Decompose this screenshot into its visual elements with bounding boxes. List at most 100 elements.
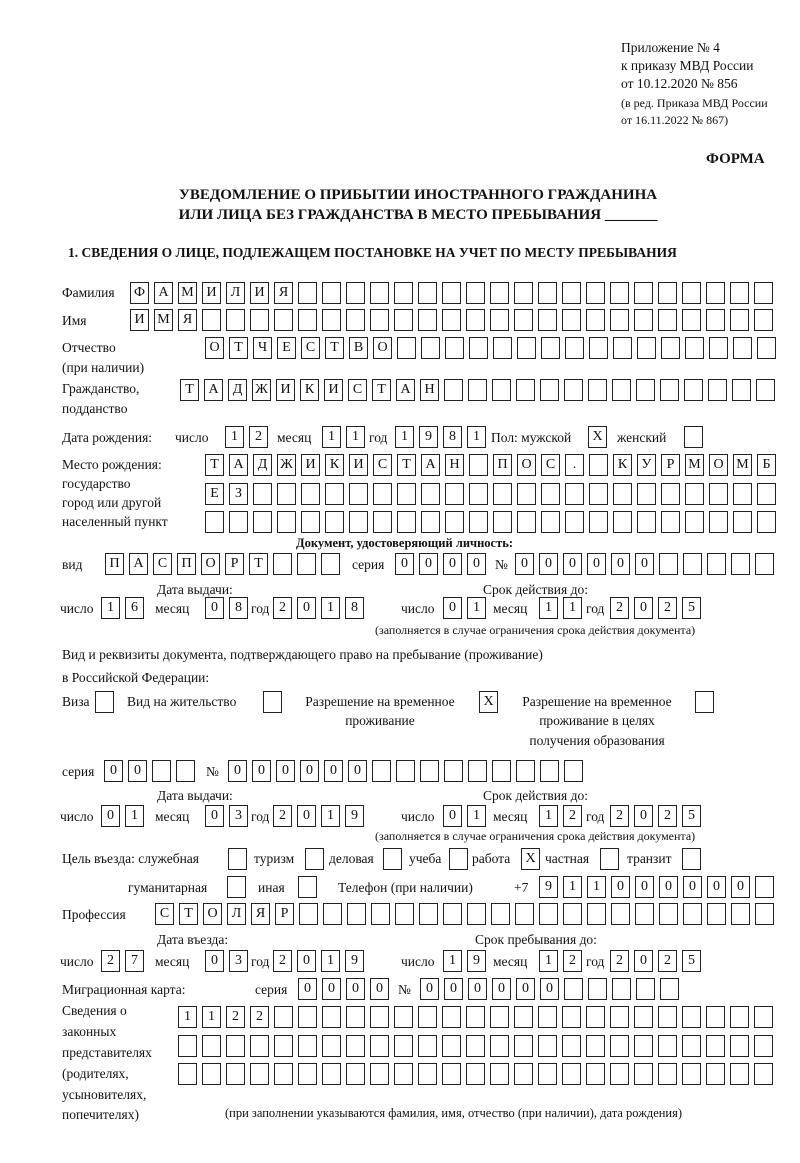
- char-cell[interactable]: [757, 511, 776, 533]
- char-cell[interactable]: X: [479, 691, 498, 713]
- char-cell[interactable]: 7: [125, 950, 144, 972]
- char-cell[interactable]: [733, 511, 752, 533]
- char-cell[interactable]: [445, 511, 464, 533]
- char-cell[interactable]: 0: [634, 950, 653, 972]
- char-cell[interactable]: 9: [419, 426, 438, 448]
- char-cell[interactable]: 0: [348, 760, 367, 782]
- char-cell[interactable]: 0: [370, 978, 389, 1000]
- char-cell[interactable]: [394, 309, 413, 331]
- char-cell[interactable]: 0: [587, 553, 606, 575]
- char-cell[interactable]: [659, 553, 678, 575]
- char-cell[interactable]: [226, 1035, 245, 1057]
- char-cell[interactable]: А: [229, 454, 248, 476]
- char-cell[interactable]: [754, 1063, 773, 1085]
- char-cell[interactable]: Т: [372, 379, 391, 401]
- char-cell[interactable]: 0: [659, 876, 678, 898]
- char-cell[interactable]: [250, 1063, 269, 1085]
- char-cell[interactable]: 0: [297, 597, 316, 619]
- char-cell[interactable]: [176, 760, 195, 782]
- char-cell[interactable]: [202, 1035, 221, 1057]
- char-cell[interactable]: 2: [610, 805, 629, 827]
- char-cell[interactable]: С: [373, 454, 392, 476]
- char-cell[interactable]: [420, 760, 439, 782]
- char-cell[interactable]: [226, 1063, 245, 1085]
- char-cell[interactable]: [586, 1035, 605, 1057]
- char-cell[interactable]: 0: [707, 876, 726, 898]
- char-cell[interactable]: 1: [202, 1006, 221, 1028]
- char-cell[interactable]: [322, 1006, 341, 1028]
- char-cell[interactable]: [589, 454, 608, 476]
- char-cell[interactable]: И: [276, 379, 295, 401]
- char-cell[interactable]: [514, 1035, 533, 1057]
- char-cell[interactable]: 9: [467, 950, 486, 972]
- char-cell[interactable]: [325, 483, 344, 505]
- char-cell[interactable]: [514, 1006, 533, 1028]
- char-cell[interactable]: [709, 337, 728, 359]
- char-cell[interactable]: Л: [227, 903, 246, 925]
- char-cell[interactable]: О: [517, 454, 536, 476]
- char-cell[interactable]: П: [177, 553, 196, 575]
- char-cell[interactable]: [538, 1063, 557, 1085]
- char-cell[interactable]: [589, 511, 608, 533]
- char-cell[interactable]: 8: [229, 597, 248, 619]
- char-cell[interactable]: [562, 1035, 581, 1057]
- char-cell[interactable]: 5: [682, 950, 701, 972]
- char-cell[interactable]: [589, 483, 608, 505]
- char-cell[interactable]: [707, 903, 726, 925]
- char-cell[interactable]: [394, 1063, 413, 1085]
- char-cell[interactable]: [253, 483, 272, 505]
- char-cell[interactable]: [301, 511, 320, 533]
- char-cell[interactable]: 0: [300, 760, 319, 782]
- char-cell[interactable]: 8: [443, 426, 462, 448]
- char-cell[interactable]: [756, 379, 775, 401]
- char-cell[interactable]: [95, 691, 114, 713]
- char-cell[interactable]: 2: [250, 1006, 269, 1028]
- char-cell[interactable]: [514, 1063, 533, 1085]
- char-cell[interactable]: 0: [443, 805, 462, 827]
- char-cell[interactable]: 2: [273, 805, 292, 827]
- char-cell[interactable]: [418, 1006, 437, 1028]
- char-cell[interactable]: У: [637, 454, 656, 476]
- char-cell[interactable]: 0: [205, 805, 224, 827]
- char-cell[interactable]: 0: [128, 760, 147, 782]
- char-cell[interactable]: [586, 1063, 605, 1085]
- char-cell[interactable]: [346, 1006, 365, 1028]
- char-cell[interactable]: [538, 1006, 557, 1028]
- char-cell[interactable]: [516, 760, 535, 782]
- char-cell[interactable]: [277, 511, 296, 533]
- char-cell[interactable]: [562, 282, 581, 304]
- char-cell[interactable]: 0: [515, 553, 534, 575]
- char-cell[interactable]: [706, 309, 725, 331]
- char-cell[interactable]: [229, 511, 248, 533]
- char-cell[interactable]: [732, 379, 751, 401]
- char-cell[interactable]: Я: [274, 282, 293, 304]
- char-cell[interactable]: [469, 511, 488, 533]
- char-cell[interactable]: 0: [101, 805, 120, 827]
- char-cell[interactable]: А: [129, 553, 148, 575]
- char-cell[interactable]: [755, 876, 774, 898]
- char-cell[interactable]: 1: [443, 950, 462, 972]
- char-cell[interactable]: [370, 309, 389, 331]
- char-cell[interactable]: П: [493, 454, 512, 476]
- char-cell[interactable]: М: [154, 309, 173, 331]
- char-cell[interactable]: Н: [420, 379, 439, 401]
- char-cell[interactable]: 0: [635, 876, 654, 898]
- char-cell[interactable]: [564, 379, 583, 401]
- char-cell[interactable]: 0: [539, 553, 558, 575]
- char-cell[interactable]: [490, 282, 509, 304]
- char-cell[interactable]: [613, 483, 632, 505]
- char-cell[interactable]: Ж: [277, 454, 296, 476]
- char-cell[interactable]: X: [521, 848, 540, 870]
- char-cell[interactable]: [586, 309, 605, 331]
- char-cell[interactable]: [277, 483, 296, 505]
- char-cell[interactable]: И: [202, 282, 221, 304]
- char-cell[interactable]: [757, 337, 776, 359]
- char-cell[interactable]: [565, 483, 584, 505]
- char-cell[interactable]: [297, 553, 316, 575]
- char-cell[interactable]: 1: [467, 426, 486, 448]
- char-cell[interactable]: [754, 282, 773, 304]
- char-cell[interactable]: 1: [321, 950, 340, 972]
- char-cell[interactable]: Т: [179, 903, 198, 925]
- char-cell[interactable]: .: [565, 454, 584, 476]
- char-cell[interactable]: 1: [395, 426, 414, 448]
